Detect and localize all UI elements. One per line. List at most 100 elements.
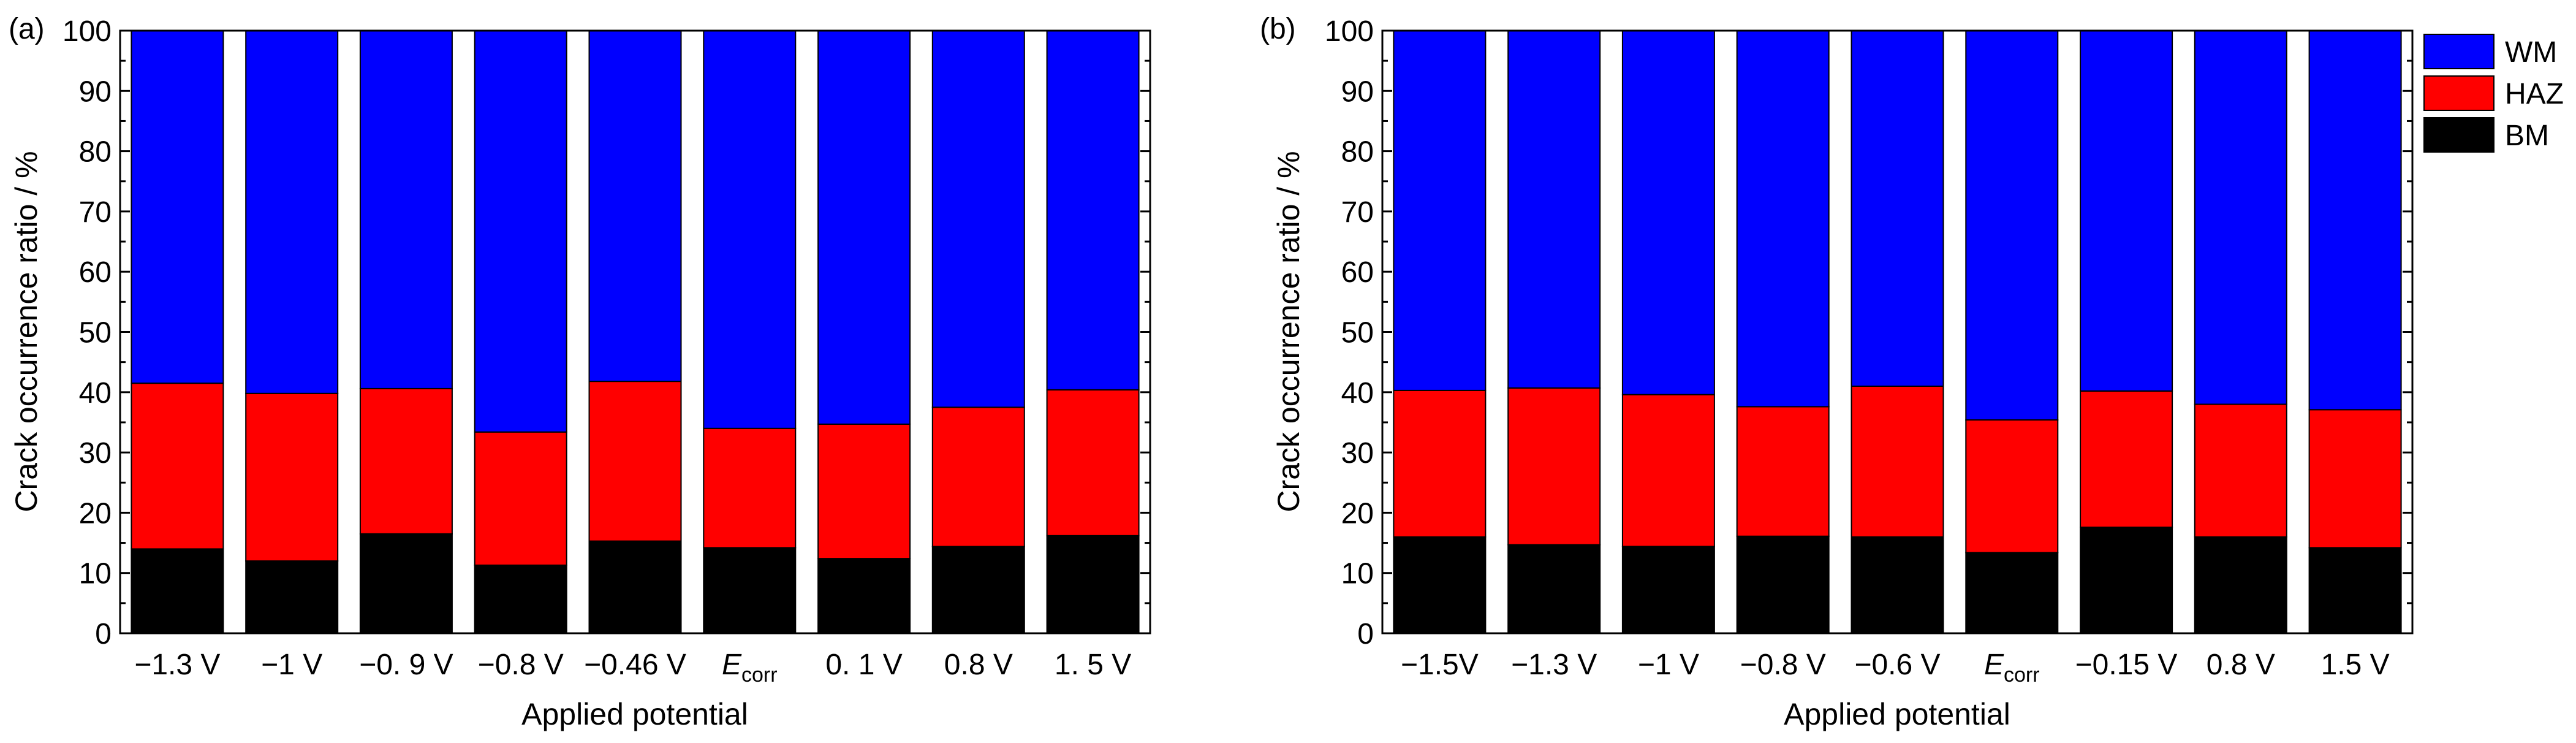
bar-haz-9 xyxy=(2308,409,2402,549)
bar-haz-2 xyxy=(245,392,339,562)
bar-bm-3 xyxy=(359,533,453,634)
y-axis-label-a: Crack occurrence ratio / % xyxy=(9,151,44,512)
y-tick-label: 60 xyxy=(79,256,112,289)
bar-bm-1 xyxy=(1393,536,1487,634)
panel-label-a: (a) xyxy=(9,13,45,45)
y-tick-label: 70 xyxy=(79,196,112,229)
bar-wm-5 xyxy=(588,30,682,383)
bar-bm-4 xyxy=(474,564,567,634)
x-axis-label-a: Applied potential xyxy=(521,697,748,731)
bar-wm-4 xyxy=(1736,30,1830,408)
y-axis-label-b: Crack occurrence ratio / % xyxy=(1271,151,1306,512)
legend-swatch-wm xyxy=(2423,34,2495,69)
y-tick-label: 80 xyxy=(79,136,112,169)
y-tick-label: 0 xyxy=(1357,618,1374,650)
bar-bm-1 xyxy=(131,548,224,634)
legend-label-haz: HAZ xyxy=(2505,78,2564,110)
bar-haz-3 xyxy=(359,387,453,535)
bar-wm-9 xyxy=(1046,30,1140,391)
x-tick-label: −0.8 V xyxy=(478,649,564,681)
y-tick-label: 70 xyxy=(1341,196,1374,229)
bar-bm-9 xyxy=(2308,547,2402,634)
bar-wm-4 xyxy=(474,30,567,433)
bar-bm-6 xyxy=(703,547,797,634)
bar-haz-2 xyxy=(1507,387,1601,546)
y-tick-label: 10 xyxy=(79,558,112,590)
y-tick-label: 40 xyxy=(79,377,112,410)
x-tick-label: 1.5 V xyxy=(2321,649,2390,681)
bar-haz-6 xyxy=(703,427,797,549)
bar-bm-8 xyxy=(931,546,1025,634)
x-tick-label: Ecorr xyxy=(722,649,778,687)
bar-haz-5 xyxy=(1851,386,1944,538)
x-tick-label: 0.8 V xyxy=(2207,649,2275,681)
y-tick-label: 20 xyxy=(1341,497,1374,530)
bar-haz-1 xyxy=(131,383,224,550)
y-tick-label: 40 xyxy=(1341,377,1374,410)
x-tick-label: Ecorr xyxy=(1984,649,2040,687)
y-axis-a: 0 10 20 30 40 50 60 70 80 90 100 xyxy=(63,15,1150,650)
bar-haz-7 xyxy=(2080,390,2173,528)
y-tick-label: 0 xyxy=(95,618,112,650)
plot-frame-b xyxy=(1381,29,2414,634)
x-axis-label-b: Applied potential xyxy=(1784,697,2010,731)
bar-wm-1 xyxy=(131,30,224,384)
bar-wm-3 xyxy=(1621,30,1715,395)
y-axis-b: 0 10 20 30 40 50 60 70 80 90 100 xyxy=(1325,15,2412,650)
bar-bm-2 xyxy=(1507,544,1601,634)
y-tick-label: 20 xyxy=(79,497,112,530)
bar-wm-2 xyxy=(245,30,339,394)
x-tick-label: −1.3 V xyxy=(1511,649,1597,681)
x-tick-label: −1 V xyxy=(261,649,322,681)
panel-a: (a) 0 10 20 30 40 50 60 70 80 90 100 −1.3 V −1 V −0.… xyxy=(9,13,1151,731)
x-tick-label: −1.3 V xyxy=(134,649,220,681)
bar-haz-1 xyxy=(1393,389,1487,538)
legend-label-bm: BM xyxy=(2505,120,2549,152)
y-tick-label: 90 xyxy=(1341,75,1374,108)
x-tick-label: −0. 9 V xyxy=(359,649,453,681)
y-tick-label: 30 xyxy=(79,437,112,470)
x-tick-label: 0.8 V xyxy=(944,649,1013,681)
bar-haz-4 xyxy=(474,431,567,566)
bar-haz-9 xyxy=(1046,389,1140,536)
bar-haz-7 xyxy=(817,423,911,560)
bar-wm-6 xyxy=(1965,30,2059,421)
y-tick-label: 90 xyxy=(79,75,112,108)
bar-wm-6 xyxy=(703,30,797,429)
bars-a xyxy=(131,30,1140,634)
bar-wm-5 xyxy=(1851,30,1944,387)
y-tick-label: 50 xyxy=(1341,317,1374,349)
y-tick-label: 60 xyxy=(1341,256,1374,289)
legend-swatch-bm xyxy=(2423,117,2495,153)
y-tick-label: 30 xyxy=(1341,437,1374,470)
x-tick-label: −0.15 V xyxy=(2075,649,2178,681)
bar-bm-5 xyxy=(588,540,682,634)
x-tick-label: 0. 1 V xyxy=(825,649,902,681)
bar-bm-6 xyxy=(1965,552,2059,634)
y-tick-label: 100 xyxy=(1325,15,1374,48)
bar-wm-7 xyxy=(2080,30,2173,392)
panel-label-b: (b) xyxy=(1260,13,1296,45)
bar-haz-6 xyxy=(1965,419,2059,554)
legend-label-wm: WM xyxy=(2505,36,2557,69)
bar-haz-8 xyxy=(931,406,1025,547)
bar-bm-5 xyxy=(1851,536,1944,634)
bar-haz-4 xyxy=(1736,406,1830,537)
bar-wm-1 xyxy=(1393,30,1487,391)
y-tick-label: 10 xyxy=(1341,558,1374,590)
bars-b xyxy=(1393,30,2402,634)
bar-bm-9 xyxy=(1046,535,1140,634)
x-axis-a: −1.3 V −1 V −0. 9 V −0.8 V −0.46 V Ecorr 0. 1 … xyxy=(134,625,1131,687)
y-tick-label: 100 xyxy=(63,15,112,48)
bar-wm-9 xyxy=(2308,30,2402,411)
y-tick-label: 50 xyxy=(79,317,112,349)
x-tick-label: −0.46 V xyxy=(584,649,686,681)
bar-bm-7 xyxy=(2080,527,2173,634)
bar-wm-7 xyxy=(817,30,911,425)
bar-wm-2 xyxy=(1507,30,1601,389)
y-tick-label: 80 xyxy=(1341,136,1374,169)
plot-frame-a xyxy=(119,29,1151,634)
x-axis-b: −1.5V −1.3 V −1 V −0.8 V −0.6 V Ecorr −0.15 V 0… xyxy=(1401,625,2390,687)
